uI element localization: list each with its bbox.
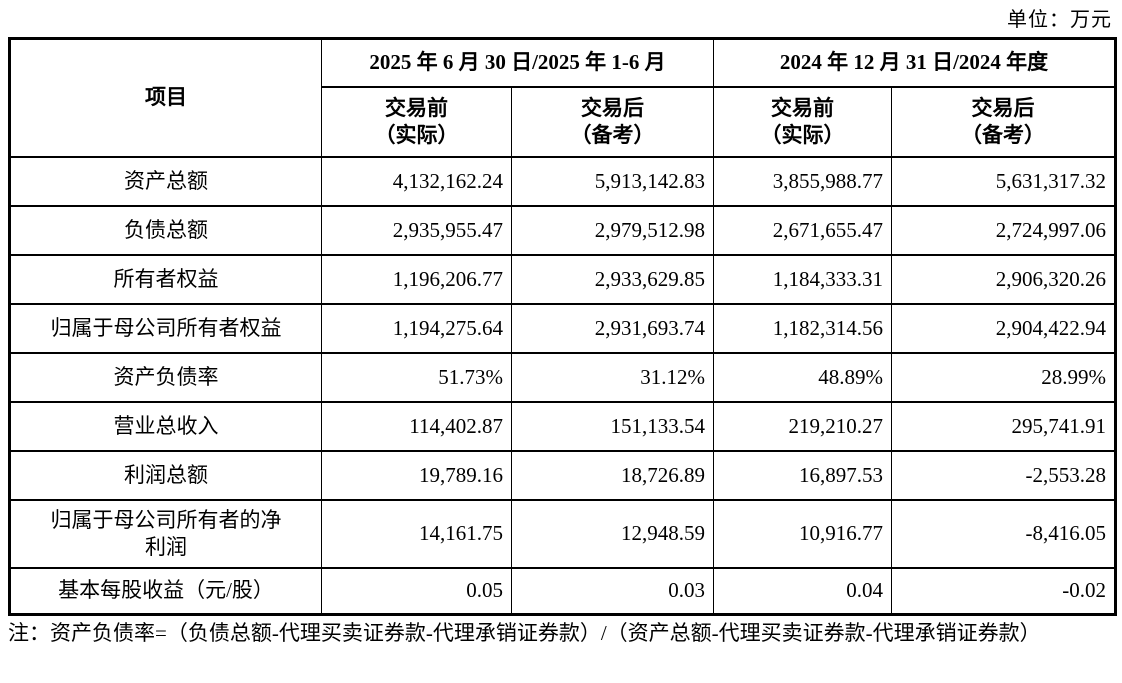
cell-value: 295,741.91 bbox=[891, 400, 1117, 452]
footnote: 注：资产负债率=（负债总额-代理买卖证券款-代理承销证券款）/（资产总额-代理买… bbox=[8, 621, 1041, 645]
cell-value: -2,553.28 bbox=[891, 449, 1117, 501]
row-label: 归属于母公司所有者权益 bbox=[9, 302, 322, 354]
cell-value: 5,913,142.83 bbox=[510, 155, 715, 207]
cell-value: -0.02 bbox=[891, 566, 1117, 616]
sub-header-pre-actual-2024: 交易前 （实际） bbox=[713, 85, 893, 158]
table-row: 营业总收入 114,402.87 151,133.54 219,210.27 295,7… bbox=[9, 400, 1117, 452]
table-body: 资产总额 4,132,162.24 5,913,142.83 3,855,988.77… bbox=[9, 155, 1117, 616]
row-label: 基本每股收益（元/股） bbox=[9, 566, 322, 616]
sub-header-post-proforma-2024: 交易后 （备考） bbox=[891, 85, 1117, 158]
cell-value: 4,132,162.24 bbox=[321, 155, 512, 207]
cell-value: 31.12% bbox=[510, 351, 715, 403]
cell-value: 5,631,317.32 bbox=[891, 155, 1117, 207]
cell-value: 10,916.77 bbox=[713, 498, 893, 569]
row-label: 资产负债率 bbox=[9, 351, 322, 403]
period-header-2024: 2024 年 12 月 31 日/2024 年度 bbox=[713, 37, 1117, 88]
cell-value: 18,726.89 bbox=[510, 449, 715, 501]
cell-value: 0.03 bbox=[510, 566, 715, 616]
row-label: 营业总收入 bbox=[9, 400, 322, 452]
unit-label: 单位：万元 bbox=[1007, 9, 1112, 31]
table-row: 归属于母公司所有者权益 1,194,275.64 2,931,693.74 1,182… bbox=[9, 302, 1117, 354]
cell-value: 12,948.59 bbox=[510, 498, 715, 569]
table-row: 归属于母公司所有者的净 利润 14,161.75 12,948.59 10,916.7… bbox=[9, 498, 1117, 569]
cell-value: 51.73% bbox=[321, 351, 512, 403]
cell-value: 151,133.54 bbox=[510, 400, 715, 452]
table-row: 资产负债率 51.73% 31.12% 48.89% 28.99% bbox=[9, 351, 1117, 403]
cell-value: 2,933,629.85 bbox=[510, 253, 715, 305]
row-label: 资产总额 bbox=[9, 155, 322, 207]
cell-value: 1,182,314.56 bbox=[713, 302, 893, 354]
sub-header-row: 交易前 （实际） 交易后 （备考） 交易前 （实际） 交易后 （备考） bbox=[10, 85, 1117, 158]
cell-value: 2,904,422.94 bbox=[891, 302, 1117, 354]
row-label: 利润总额 bbox=[9, 449, 322, 501]
cell-value: 0.04 bbox=[713, 566, 893, 616]
table-row: 资产总额 4,132,162.24 5,913,142.83 3,855,988.77… bbox=[9, 155, 1117, 207]
cell-value: 3,855,988.77 bbox=[713, 155, 893, 207]
cell-value: 28.99% bbox=[891, 351, 1117, 403]
table-header: 项目 2025 年 6 月 30 日/2025 年 1-6 月 2024 年 1… bbox=[9, 37, 1117, 158]
cell-value: 219,210.27 bbox=[713, 400, 893, 452]
cell-value: 48.89% bbox=[713, 351, 893, 403]
item-column-header: 项目 bbox=[9, 37, 322, 158]
period-header-2025: 2025 年 6 月 30 日/2025 年 1-6 月 bbox=[320, 37, 715, 88]
cell-value: 0.05 bbox=[321, 566, 512, 616]
cell-value: 2,724,997.06 bbox=[891, 204, 1117, 256]
cell-value: 2,931,693.74 bbox=[510, 302, 715, 354]
cell-value: 2,906,320.26 bbox=[891, 253, 1117, 305]
table-row: 利润总额 19,789.16 18,726.89 16,897.53 -2,553.28 bbox=[9, 449, 1117, 501]
table-row: 所有者权益 1,196,206.77 2,933,629.85 1,184,333.3… bbox=[9, 253, 1117, 305]
row-label: 归属于母公司所有者的净 利润 bbox=[9, 498, 322, 569]
row-label: 负债总额 bbox=[9, 204, 322, 256]
financial-summary-table: 项目 2025 年 6 月 30 日/2025 年 1-6 月 2024 年 1… bbox=[8, 37, 1118, 616]
cell-value: 2,935,955.47 bbox=[321, 204, 512, 256]
row-label: 所有者权益 bbox=[9, 253, 322, 305]
table-row: 负债总额 2,935,955.47 2,979,512.98 2,671,655.47… bbox=[9, 204, 1117, 256]
cell-value: 2,671,655.47 bbox=[713, 204, 893, 256]
cell-value: -8,416.05 bbox=[891, 498, 1117, 569]
cell-value: 14,161.75 bbox=[321, 498, 512, 569]
table-row: 基本每股收益（元/股） 0.05 0.03 0.04 -0.02 bbox=[9, 566, 1117, 616]
cell-value: 2,979,512.98 bbox=[510, 204, 715, 256]
cell-value: 1,184,333.31 bbox=[713, 253, 893, 305]
period-header-row: 项目 2025 年 6 月 30 日/2025 年 1-6 月 2024 年 1… bbox=[9, 37, 1117, 158]
cell-value: 19,789.16 bbox=[321, 449, 512, 501]
cell-value: 1,196,206.77 bbox=[321, 253, 512, 305]
sub-header-pre-actual-2025: 交易前 （实际） bbox=[321, 85, 512, 158]
cell-value: 114,402.87 bbox=[321, 400, 512, 452]
cell-value: 1,194,275.64 bbox=[321, 302, 512, 354]
sub-header-post-proforma-2025: 交易后 （备考） bbox=[510, 85, 715, 158]
cell-value: 16,897.53 bbox=[713, 449, 893, 501]
